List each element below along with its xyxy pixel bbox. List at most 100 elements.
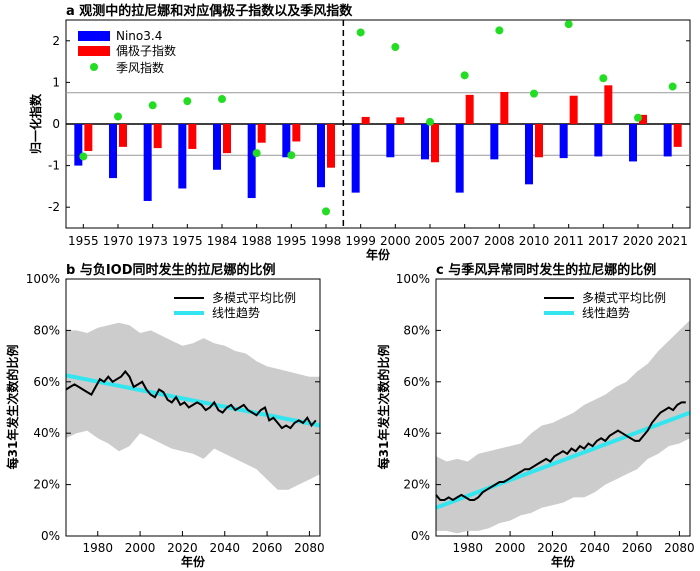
- point-monsoon-2007: [460, 71, 469, 80]
- xtick-label-1995: 1995: [276, 234, 307, 248]
- ytick-label-20%: 20%: [403, 478, 430, 492]
- bar-nino34-2010: [525, 124, 533, 185]
- point-monsoon-1984: [218, 95, 226, 104]
- bar-dipole-1970: [119, 124, 127, 147]
- panel-c-legend: 多模式平均比例 线性趋势: [544, 291, 666, 320]
- bar-dipole-2005: [431, 124, 439, 163]
- bar-dipole-1998: [327, 124, 335, 168]
- xtick-label-2040: 2040: [579, 541, 610, 555]
- panel-b: b 与负IOD同时发生的拉尼娜的比例 1980 2000 2020 2040 2060 2…: [5, 262, 325, 569]
- xtick-label-2021: 2021: [657, 234, 688, 248]
- bar-dipole-2020: [639, 114, 647, 124]
- xtick-label-1980: 1980: [452, 541, 483, 555]
- ytick-label-0%: 0%: [411, 529, 430, 543]
- ytick-label-80%: 80%: [33, 323, 60, 337]
- bar-nino34-2011: [559, 124, 568, 159]
- bar-dipole-2021: [673, 124, 682, 147]
- ytick-label--1: -1: [48, 159, 60, 173]
- bar-nino34-2020: [629, 124, 637, 162]
- bar-nino34-2005: [421, 124, 429, 160]
- uncertainty-band: [436, 320, 690, 534]
- panel-c: c 与季风异常同时发生的拉尼娜的比例 1980 2000 2020 2040 2060 2…: [376, 262, 695, 569]
- ytick-label-80%: 80%: [403, 323, 430, 337]
- legend-label-mean-c: 多模式平均比例: [582, 291, 666, 305]
- point-monsoon-1998: [322, 207, 330, 216]
- point-monsoon-2010: [530, 89, 538, 98]
- panel-b-ylabel: 每31年发生次数的比例: [5, 345, 20, 470]
- ytick-label-40%: 40%: [403, 426, 430, 440]
- ytick-label-60%: 60%: [33, 375, 60, 389]
- bar-dipole-2011: [569, 95, 578, 124]
- point-monsoon-1999: [356, 28, 365, 37]
- bar-dipole-1955: [84, 124, 93, 152]
- panel-c-plot-area: 1980 2000 2020 2040 2060 2080 0% 20% 40% 60% 80% 10…: [396, 272, 695, 555]
- trend-line: [435, 410, 691, 510]
- ytick-label-1: 1: [52, 75, 60, 89]
- point-monsoon-1973: [148, 101, 157, 110]
- point-monsoon-1988: [252, 149, 261, 158]
- xtick-label-2000: 2000: [495, 541, 526, 555]
- legend-label-dipole: 偶极子指数: [116, 43, 176, 58]
- bar-dipole-1975: [188, 124, 197, 149]
- panel-c-title: c 与季风异常同时发生的拉尼娜的比例: [436, 262, 656, 278]
- panel-b-title: b 与负IOD同时发生的拉尼娜的比例: [66, 262, 276, 278]
- legend-label-monsoon: 季风指数: [116, 60, 164, 75]
- bar-nino34-2007: [455, 124, 464, 193]
- xtick-label-1999: 1999: [345, 234, 376, 248]
- bar-dipole-2017: [604, 85, 613, 124]
- bar-nino34-1988: [247, 124, 256, 199]
- panel-b-xlabel: 年份: [181, 554, 206, 569]
- point-monsoon-2005: [426, 117, 434, 126]
- xtick-label-2011: 2011: [553, 234, 584, 248]
- xtick-label-1973: 1973: [137, 234, 168, 248]
- panel-c-xlabel: 年份: [551, 554, 576, 569]
- ytick-label-100%: 100%: [396, 272, 430, 286]
- panel-a-xlabel: 年份: [366, 247, 391, 262]
- ytick-label-0%: 0%: [41, 529, 60, 543]
- xtick-label-2020: 2020: [167, 541, 198, 555]
- uncertainty-band: [66, 322, 320, 490]
- bar-nino34-1973: [143, 124, 152, 201]
- xtick-label-1970: 1970: [103, 234, 134, 248]
- point-monsoon-2017: [599, 74, 608, 83]
- bar-nino34-1975: [178, 124, 187, 189]
- bar-nino34-1970: [109, 124, 117, 179]
- point-monsoon-1995: [287, 151, 296, 160]
- xtick-label-1984: 1984: [207, 234, 238, 248]
- xtick-label-2010: 2010: [519, 234, 550, 248]
- xtick-label-2000: 2000: [380, 234, 411, 248]
- point-monsoon-1970: [114, 112, 122, 121]
- ytick-label-40%: 40%: [33, 426, 60, 440]
- xtick-label-2008: 2008: [484, 234, 515, 248]
- panel-b-plot-area: 1980 2000 2020 2040 2060 2080 0% 20% 40% 60% 80% 10…: [26, 272, 325, 555]
- panel-a-plot-area: 1955 1970 1973 1975 1984 1988 1995 1998 1999 2000…: [48, 20, 690, 248]
- point-monsoon-1955: [79, 152, 88, 161]
- xtick-label-1975: 1975: [172, 234, 203, 248]
- xtick-label-2080: 2080: [664, 541, 695, 555]
- xtick-label-2005: 2005: [415, 234, 446, 248]
- legend-label-mean-b: 多模式平均比例: [212, 291, 296, 305]
- bar-nino34-1995: [282, 124, 291, 158]
- bar-nino34-2021: [663, 124, 672, 157]
- xtick-label-2020: 2020: [623, 234, 654, 248]
- xtick-label-2080: 2080: [294, 541, 325, 555]
- bar-dipole-1999: [361, 116, 370, 124]
- xtick-label-2017: 2017: [588, 234, 619, 248]
- bar-nino34-1984: [213, 124, 221, 170]
- ytick-label--2: -2: [48, 200, 60, 214]
- panel-c-frame: [435, 278, 691, 537]
- legend-label-nino34: Nino3.4: [116, 29, 162, 43]
- bar-nino34-2000: [386, 124, 395, 158]
- bar-nino34-2017: [594, 124, 603, 157]
- mean-ratio-line: [65, 369, 317, 430]
- panel-a: a 观测中的拉尼娜和对应偶极子指数以及季风指数 1955 1970 1973 1975…: [28, 3, 691, 262]
- bar-nino34-1999: [351, 124, 360, 193]
- bar-nino34-2008: [490, 124, 499, 160]
- xtick-label-2007: 2007: [449, 234, 480, 248]
- bar-nino34-1998: [317, 124, 325, 188]
- point-monsoon-2020: [634, 113, 642, 122]
- bar-dipole-2000: [396, 117, 405, 124]
- point-monsoon-1975: [183, 97, 192, 106]
